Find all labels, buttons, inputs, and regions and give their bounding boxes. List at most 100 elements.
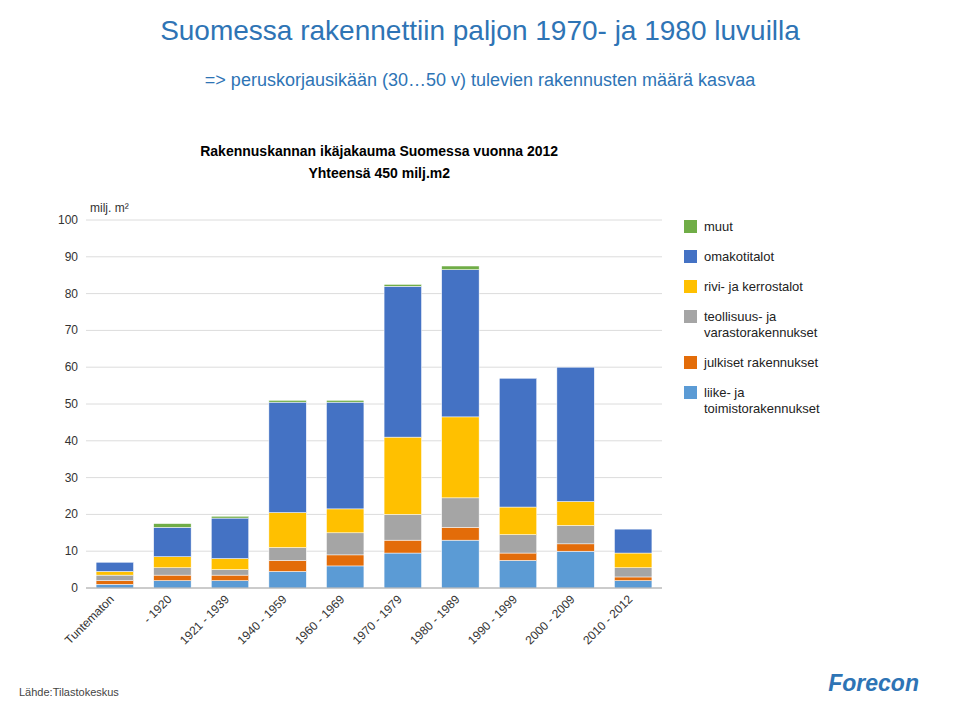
bar-segment — [269, 513, 306, 548]
x-tick-label: 2010 - 2012 — [580, 592, 635, 647]
bar-segment — [96, 575, 133, 581]
bar-segment — [499, 378, 536, 507]
bar-segment — [269, 548, 306, 561]
x-tick-label: 1970 - 1979 — [350, 592, 405, 647]
y-axis-label: milj. m² — [90, 201, 129, 215]
title: Suomessa rakennettiin paljon 1970- ja 19… — [160, 15, 800, 46]
chart-title: Rakennuskannan ikäjakauma Suomessa vuonn… — [200, 143, 558, 159]
bar-segment — [211, 570, 248, 576]
x-tick-label: 1980 - 1989 — [407, 592, 462, 647]
bar-segment — [499, 378, 536, 379]
bar-segment — [614, 568, 651, 577]
bar-segment — [211, 559, 248, 570]
bar-segment — [499, 560, 536, 588]
bar-segment — [269, 400, 306, 402]
legend-label: julkiset rakennukset — [703, 355, 819, 370]
y-tick-label: 90 — [65, 250, 79, 264]
series — [154, 266, 479, 527]
bar-segment — [211, 575, 248, 581]
bar-segment — [154, 575, 191, 581]
bar-segment — [154, 568, 191, 575]
legend-label: omakotitalot — [704, 249, 774, 264]
y-tick-label: 50 — [65, 397, 79, 411]
chart: Suomessa rakennettiin paljon 1970- ja 19… — [0, 0, 960, 709]
series — [96, 270, 652, 572]
legend-swatch — [684, 220, 697, 233]
legend-label: rivi- ja kerrostalot — [704, 279, 803, 294]
bar-segment — [326, 402, 363, 509]
y-tick-label: 30 — [65, 471, 79, 485]
bar-segment — [269, 560, 306, 571]
bar-segment — [557, 367, 594, 368]
x-tick-label: 1990 - 1999 — [465, 592, 520, 647]
y-tick-label: 20 — [65, 507, 79, 521]
bar-segment — [442, 540, 479, 588]
y-tick-label: 60 — [65, 360, 79, 374]
bar-segment — [499, 507, 536, 535]
x-tick-label: - 1920 — [141, 592, 175, 626]
y-tick-label: 100 — [58, 213, 78, 227]
bar-segment — [499, 553, 536, 560]
x-tick-label: 1940 - 1959 — [235, 592, 290, 647]
y-axis: 0102030405060708090100 — [58, 213, 78, 595]
legend-label: muut — [704, 219, 733, 234]
bar-segment — [384, 514, 421, 540]
bar-segment — [96, 584, 133, 588]
bar-segment — [614, 577, 651, 581]
x-tick-label: 1921 - 1939 — [177, 592, 232, 647]
bar-segment — [211, 518, 248, 558]
bar-segment — [96, 581, 133, 585]
bar-segment — [154, 581, 191, 588]
bar-segment — [614, 529, 651, 530]
bar-segment — [269, 571, 306, 588]
bar-segment — [384, 284, 421, 286]
legend: muut omakotitalot rivi- ja kerrostalot teol… — [684, 219, 820, 416]
y-tick-label: 0 — [71, 581, 78, 595]
bar-segment — [614, 553, 651, 568]
bar-segment — [154, 524, 191, 528]
bar-segment — [326, 566, 363, 588]
x-tick-label: 2000 - 2009 — [523, 592, 578, 647]
brand: Forecon — [828, 670, 919, 696]
bars — [96, 266, 652, 588]
grid-line — [86, 293, 662, 294]
bar-segment — [326, 509, 363, 533]
x-axis: Tuntematon- 19201921 - 19391940 - 195919… — [62, 592, 635, 647]
grid-line — [86, 330, 662, 331]
legend-swatch — [684, 386, 697, 399]
grid-line — [86, 256, 662, 257]
bar-segment — [499, 535, 536, 553]
y-tick-label: 10 — [65, 544, 79, 558]
chart-title: Yhteensä 450 milj.m2 — [308, 165, 450, 181]
legend-label: teollisuus- javarastorakennukset — [704, 309, 818, 340]
legend-swatch — [684, 310, 697, 323]
subtitle: => peruskorjausikään (30…50 v) tulevien … — [205, 70, 756, 90]
bar-segment — [269, 402, 306, 512]
grid-line — [86, 588, 662, 589]
source: Lähde:Tilastokeskus — [19, 686, 119, 698]
legend-swatch — [684, 280, 697, 293]
bar-segment — [96, 562, 133, 571]
bar-segment — [384, 553, 421, 588]
bar-segment — [442, 417, 479, 498]
y-tick-label: 40 — [65, 434, 79, 448]
bar-segment — [557, 525, 594, 543]
bar-segment — [326, 400, 363, 402]
series — [96, 498, 652, 581]
legend-swatch — [684, 356, 697, 369]
bar-segment — [384, 540, 421, 553]
background — [0, 0, 960, 709]
bar-segment — [96, 571, 133, 575]
bar-segment — [384, 437, 421, 514]
x-tick-label: Tuntematon — [62, 592, 117, 647]
bar-segment — [442, 266, 479, 270]
bar-segment — [326, 533, 363, 555]
bar-segment — [557, 502, 594, 526]
bar-segment — [442, 270, 479, 417]
bar-segment — [154, 557, 191, 568]
legend-label: liike- jatoimistorakennukset — [704, 385, 820, 416]
bar-segment — [557, 551, 594, 588]
x-tick-label: 1960 - 1969 — [292, 592, 347, 647]
chart-container: Suomessa rakennettiin paljon 1970- ja 19… — [0, 0, 960, 709]
grid-line — [86, 220, 662, 221]
